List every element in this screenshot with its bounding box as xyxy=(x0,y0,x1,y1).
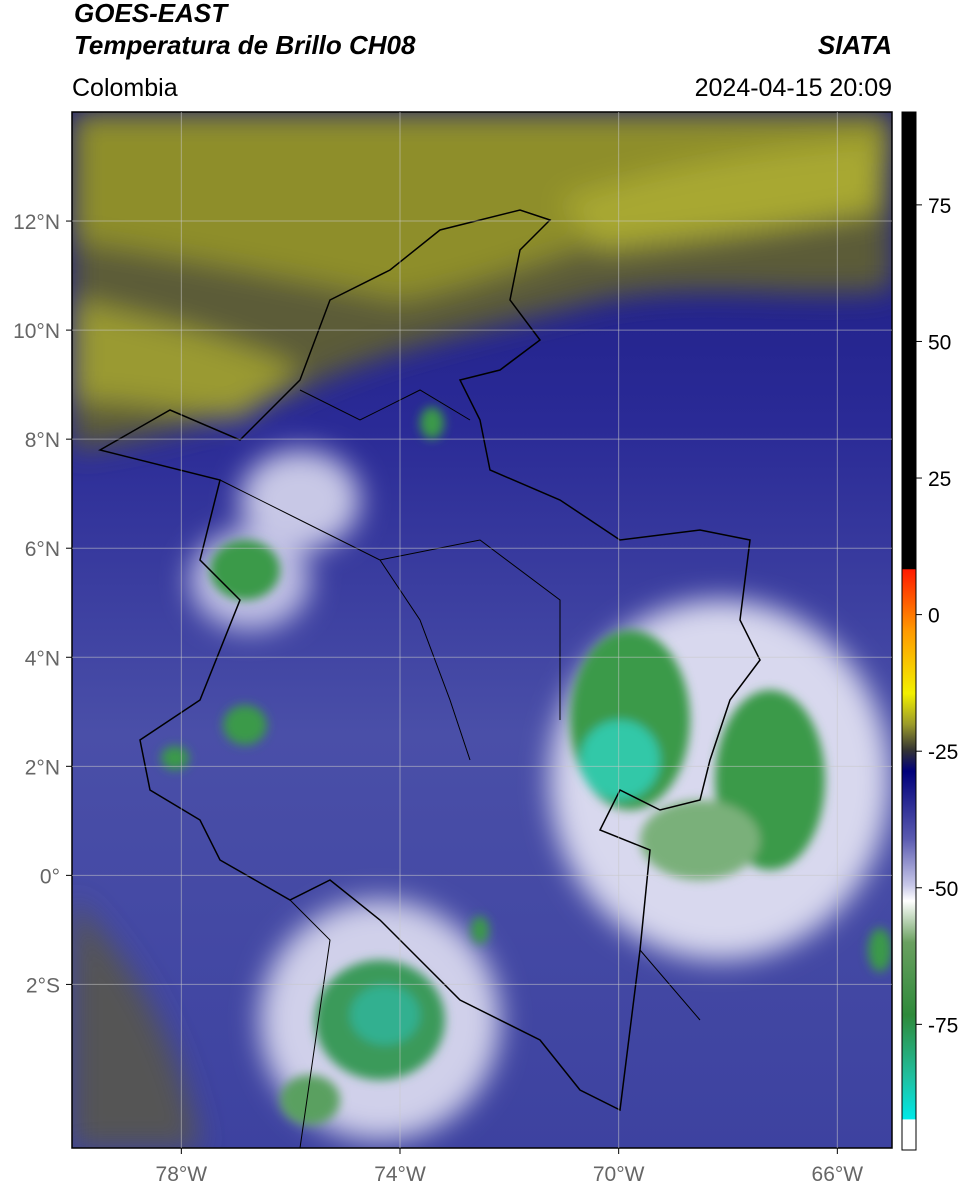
title-line1: GOES-EAST xyxy=(74,0,229,28)
timestamp: 2024-04-15 20:09 xyxy=(695,74,892,102)
colorbar xyxy=(901,111,917,1151)
colorbar-tick-label: 25 xyxy=(928,468,951,491)
colorbar-tick-label: -25 xyxy=(928,741,958,764)
title-line2: Temperatura de Brillo CH08 xyxy=(74,30,416,60)
lat-tick-label: 10°N xyxy=(13,320,60,343)
colorbar-tick-label: 50 xyxy=(928,331,951,354)
map-frame xyxy=(71,111,893,1149)
colorbar-tick-label: 75 xyxy=(928,195,951,218)
lat-tick-label: 2°S xyxy=(26,974,60,997)
satellite-image xyxy=(72,112,892,1148)
colorbar-tick-label: -50 xyxy=(928,878,958,901)
lon-tick-label: 66°W xyxy=(812,1163,864,1186)
colorbar-tick-label: 0 xyxy=(928,605,940,628)
source: SIATA xyxy=(818,30,892,60)
lat-tick-label: 6°N xyxy=(25,538,60,561)
lon-tick-label: 78°W xyxy=(156,1163,208,1186)
lat-tick-label: 12°N xyxy=(13,211,60,234)
colorbar-tick-label: -75 xyxy=(928,1014,958,1037)
region: Colombia xyxy=(72,74,178,102)
lat-tick-label: 0° xyxy=(40,865,60,888)
lon-tick-label: 74°W xyxy=(374,1163,426,1186)
lat-tick-label: 2°N xyxy=(25,756,60,779)
lat-tick-label: 4°N xyxy=(25,647,60,670)
lon-tick-label: 70°W xyxy=(593,1163,645,1186)
lat-tick-label: 8°N xyxy=(25,429,60,452)
